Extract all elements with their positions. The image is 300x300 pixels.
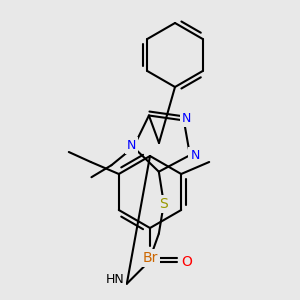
Text: N: N bbox=[190, 149, 200, 162]
Text: N: N bbox=[182, 112, 191, 125]
Text: N: N bbox=[127, 139, 136, 152]
Text: S: S bbox=[159, 197, 168, 211]
Text: O: O bbox=[182, 255, 192, 269]
Text: HN: HN bbox=[105, 273, 124, 286]
Text: Br: Br bbox=[142, 251, 158, 265]
